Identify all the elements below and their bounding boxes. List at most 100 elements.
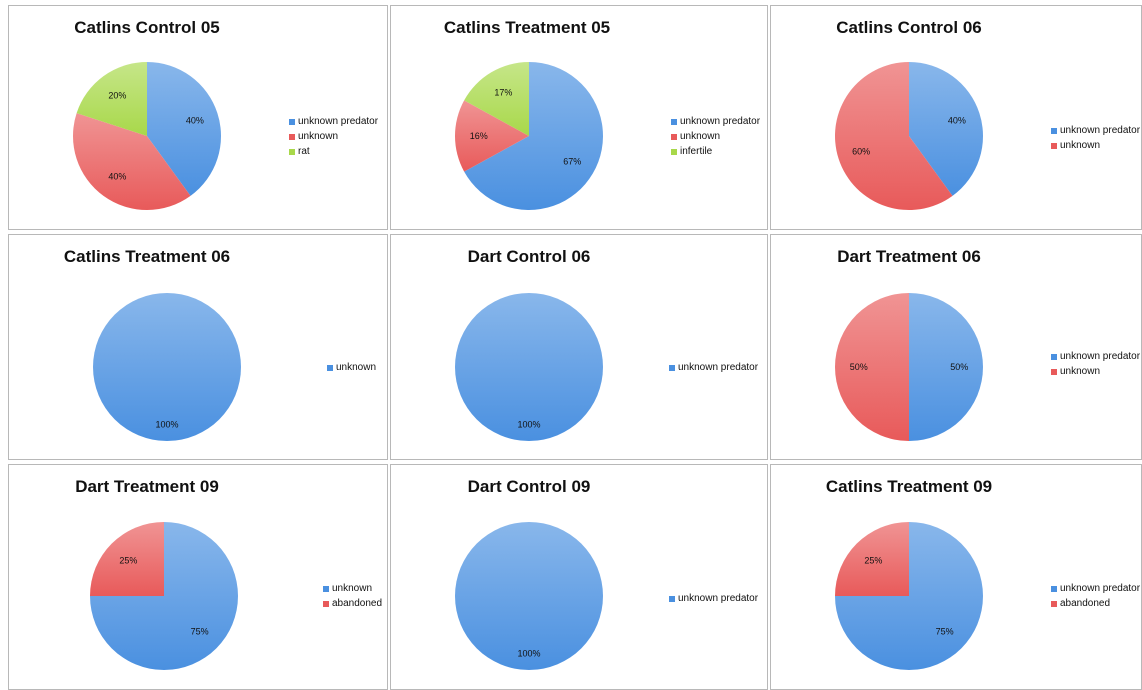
pie-slice-label: 60% bbox=[852, 147, 870, 157]
legend-swatch bbox=[289, 118, 295, 125]
legend-item-unknown-predator: unknown predator bbox=[669, 591, 758, 606]
pie-slice-unknown-predator bbox=[455, 522, 603, 670]
chart-title: Catlins Treatment 06 bbox=[63, 247, 231, 266]
legend-item-unknown: unknown bbox=[323, 581, 382, 596]
legend-label: rat bbox=[298, 146, 310, 157]
pie-chart: 50% 50% bbox=[835, 293, 983, 441]
pie-slice-unknown-predator bbox=[909, 293, 983, 441]
legend-swatch bbox=[289, 133, 295, 140]
pie-slice-unknown bbox=[93, 293, 241, 441]
legend-swatch bbox=[669, 595, 675, 602]
pie-slice-label: 50% bbox=[950, 362, 968, 372]
legend-label: unknown predator bbox=[678, 362, 759, 373]
legend-label: unknown predator bbox=[1060, 583, 1141, 594]
chart-legend: unknown predator bbox=[669, 591, 758, 606]
pie-slice-label: 75% bbox=[936, 627, 954, 637]
chart-panel-catlins-control-05: Catlins Control 05 40% 40% 20% unknown pre… bbox=[8, 5, 388, 230]
legend-swatch bbox=[1051, 127, 1057, 134]
legend-item-unknown-predator: unknown predator bbox=[671, 114, 760, 129]
legend-item-rat: rat bbox=[289, 144, 378, 159]
pie-chart: 40% 60% bbox=[835, 62, 984, 210]
legend-label: unknown bbox=[332, 583, 373, 594]
legend-swatch bbox=[1051, 585, 1057, 592]
legend-swatch bbox=[671, 133, 677, 140]
pie-slice-unknown bbox=[835, 62, 953, 210]
legend-swatch bbox=[323, 585, 329, 592]
legend-swatch bbox=[671, 148, 677, 155]
pie-slice-unknown bbox=[835, 293, 909, 441]
legend-label: unknown bbox=[1060, 140, 1101, 151]
pie-slice-label: 25% bbox=[119, 555, 137, 565]
pie-chart: 40% 40% 20% bbox=[72, 62, 222, 211]
pie-slice-unknown bbox=[72, 113, 191, 211]
legend-swatch bbox=[1051, 368, 1057, 375]
chart-title: Dart Control 09 bbox=[467, 477, 591, 496]
pie-chart: 100% bbox=[455, 293, 603, 441]
legend-item-abandoned: abandoned bbox=[1051, 596, 1140, 611]
legend-label: unknown predator bbox=[680, 116, 761, 127]
chart-panel-catlins-treatment-09: Catlins Treatment 09 75% 25% unknown pred… bbox=[770, 464, 1142, 690]
chart-panel-catlins-treatment-06: Catlins Treatment 06 100% unknown bbox=[8, 234, 388, 460]
legend-label: unknown bbox=[680, 131, 721, 142]
pie-chart: 100% bbox=[455, 522, 603, 670]
legend-swatch bbox=[1051, 353, 1057, 360]
pie-chart: 67% 16% 17% bbox=[454, 62, 603, 211]
pie-slice-label: 40% bbox=[108, 172, 126, 182]
chart-legend: unknown bbox=[327, 360, 376, 375]
chart-title: Dart Treatment 09 bbox=[75, 477, 219, 496]
legend-label: abandoned bbox=[1060, 598, 1111, 609]
legend-swatch bbox=[669, 364, 675, 371]
legend-label: unknown predator bbox=[298, 116, 379, 127]
legend-item-unknown-predator: unknown predator bbox=[1051, 123, 1140, 138]
legend-item-unknown: unknown bbox=[1051, 138, 1140, 153]
pie-slice-abandoned bbox=[835, 522, 909, 596]
pie-slice-unknown-predator bbox=[147, 62, 222, 196]
pie-chart: 75% 25% bbox=[835, 522, 983, 670]
chart-title: Dart Control 06 bbox=[467, 247, 591, 266]
legend-item-unknown: unknown bbox=[671, 129, 760, 144]
legend-item-unknown-predator: unknown predator bbox=[289, 114, 378, 129]
legend-label: unknown predator bbox=[1060, 125, 1141, 136]
pie-slice-label: 75% bbox=[191, 627, 209, 637]
legend-item-unknown: unknown bbox=[1051, 364, 1140, 379]
pie-chart: 100% bbox=[93, 293, 241, 441]
pie-slice-label: 100% bbox=[517, 420, 540, 430]
legend-swatch bbox=[327, 364, 333, 371]
pie-slice-unknown-predator bbox=[909, 62, 984, 196]
legend-item-unknown: unknown bbox=[327, 360, 376, 375]
legend-item-abandoned: abandoned bbox=[323, 596, 382, 611]
pie-slice-label: 100% bbox=[517, 649, 540, 659]
chart-panel-catlins-control-06: Catlins Control 06 40% 60% unknown predat… bbox=[770, 5, 1142, 230]
chart-legend: unknown predator abandoned bbox=[1051, 581, 1140, 611]
chart-title: Catlins Control 05 bbox=[74, 18, 220, 37]
legend-swatch bbox=[671, 118, 677, 125]
chart-title: Catlins Treatment 09 bbox=[825, 477, 993, 496]
pie-slice-label: 20% bbox=[108, 90, 126, 100]
legend-label: abandoned bbox=[332, 598, 383, 609]
chart-panel-dart-control-09: Dart Control 09 100% unknown predator bbox=[390, 464, 768, 690]
chart-panel-catlins-treatment-05: Catlins Treatment 05 67% 16% 17% unknown p… bbox=[390, 5, 768, 230]
pie-slice-label: 17% bbox=[494, 88, 512, 98]
legend-label: unknown bbox=[298, 131, 339, 142]
legend-label: unknown predator bbox=[1060, 351, 1141, 362]
legend-item-infertile: infertile bbox=[671, 144, 760, 159]
pie-slice-label: 16% bbox=[470, 131, 488, 141]
legend-swatch bbox=[289, 148, 295, 155]
legend-swatch bbox=[323, 600, 329, 607]
chart-legend: unknown predator unknown rat bbox=[289, 114, 378, 159]
pie-slice-label: 40% bbox=[948, 116, 966, 126]
chart-legend: unknown predator unknown infertile bbox=[671, 114, 760, 159]
legend-item-unknown-predator: unknown predator bbox=[1051, 349, 1140, 364]
legend-swatch bbox=[1051, 600, 1057, 607]
pie-slice-label: 100% bbox=[155, 420, 178, 430]
legend-label: unknown predator bbox=[678, 593, 759, 604]
pie-slice-label: 25% bbox=[864, 555, 882, 565]
legend-label: unknown bbox=[336, 362, 377, 373]
chart-legend: unknown predator bbox=[669, 360, 758, 375]
legend-item-unknown-predator: unknown predator bbox=[669, 360, 758, 375]
pie-slice-unknown bbox=[454, 100, 529, 172]
chart-panel-dart-treatment-09: Dart Treatment 09 75% 25% unknown abandone… bbox=[8, 464, 388, 690]
chart-legend: unknown abandoned bbox=[323, 581, 382, 611]
legend-item-unknown: unknown bbox=[289, 129, 378, 144]
